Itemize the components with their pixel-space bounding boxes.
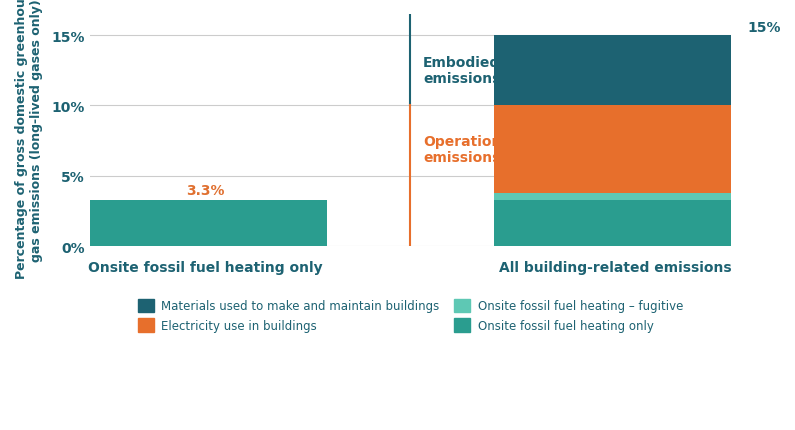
Text: 3.3%: 3.3%: [186, 184, 224, 197]
Text: incl.
fugitive: incl. fugitive: [0, 429, 1, 430]
Text: 15%: 15%: [747, 21, 781, 35]
Legend: Materials used to make and maintain buildings, Electricity use in buildings, Ons: Materials used to make and maintain buil…: [134, 294, 688, 337]
Text: Embodied
emissions: Embodied emissions: [423, 56, 501, 86]
Bar: [494, 106, 738, 193]
Y-axis label: Percentage of gross domestic greenhouse
gas emissions (long-lived gases only): Percentage of gross domestic greenhouse …: [15, 0, 43, 279]
Bar: [494, 200, 738, 247]
Text: Operational
emissions: Operational emissions: [423, 135, 516, 165]
Bar: [494, 36, 738, 106]
Bar: [83, 200, 327, 247]
Bar: [494, 193, 738, 200]
